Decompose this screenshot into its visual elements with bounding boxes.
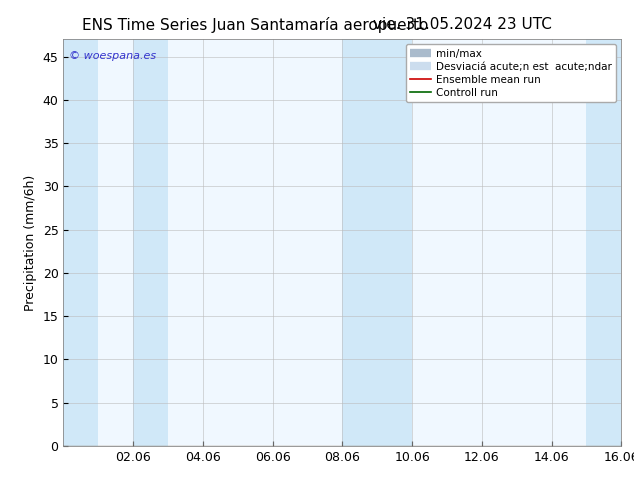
Text: vie. 31.05.2024 23 UTC: vie. 31.05.2024 23 UTC xyxy=(373,17,552,32)
Bar xyxy=(133,39,168,446)
Text: © woespana.es: © woespana.es xyxy=(69,51,156,61)
Bar xyxy=(63,39,98,446)
Y-axis label: Precipitation (mm/6h): Precipitation (mm/6h) xyxy=(24,174,37,311)
Text: ENS Time Series Juan Santamaría aeropuerto: ENS Time Series Juan Santamaría aeropuer… xyxy=(82,17,429,33)
Bar xyxy=(342,39,377,446)
Bar xyxy=(586,39,621,446)
Legend: min/max, Desviaciá acute;n est  acute;ndar, Ensemble mean run, Controll run: min/max, Desviaciá acute;n est acute;nda… xyxy=(406,45,616,102)
Bar xyxy=(377,39,412,446)
